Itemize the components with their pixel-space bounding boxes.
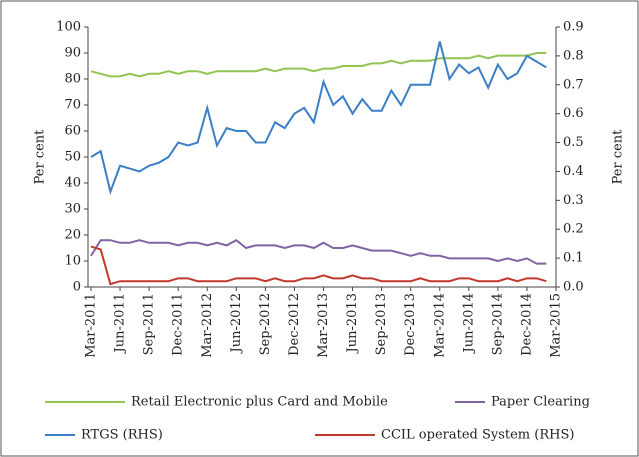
y-tick-label: 20 [64,228,81,243]
y-tick-label: 80 [64,72,81,87]
x-tick-label: Jun-2014 [461,293,476,354]
legend-label: CCIL operated System (RHS) [381,428,574,443]
y2-tick-label: 0.4 [563,164,584,179]
y-tick-label: 0 [73,280,81,295]
x-tick-label: Sep-2013 [374,293,389,355]
x-tick-label: Jun-2013 [345,293,360,354]
y2-tick-label: 0.3 [563,193,584,208]
x-tick-label: Jun-2011 [113,293,128,354]
y2-tick-label: 0.9 [563,20,584,35]
x-tick-label: Dec-2013 [403,293,418,356]
y2-tick-label: 0.5 [563,135,584,150]
x-tick-label: Sep-2012 [258,293,273,355]
y-tick-label: 70 [64,98,81,113]
y2-tick-label: 0.7 [563,77,584,92]
x-tick-label: Dec-2011 [171,293,186,356]
x-tick-label: Dec-2014 [519,293,534,356]
y-tick-label: 10 [64,254,81,269]
x-tick-label: Sep-2014 [490,293,505,355]
x-tick-label: Mar-2014 [432,293,447,358]
x-tick-label: Sep-2011 [142,293,157,355]
series-line [90,245,547,286]
y2-tick-label: 0.1 [563,251,584,266]
y-tick-label: 40 [64,176,81,191]
y-axis-label: Per cent [33,129,48,185]
y2-tick-label: 0.2 [563,222,584,237]
x-tick-label: Mar-2012 [200,293,215,358]
legend-label: Paper Clearing [491,395,590,410]
y-tick-label: 50 [64,150,81,165]
series-line [90,41,547,196]
y2-tick-label: 0.8 [563,48,584,63]
x-tick-label: Mar-2011 [84,293,99,358]
y-tick-label: 30 [64,202,81,217]
y-tick-label: 100 [56,20,81,35]
legend-label: RTGS (RHS) [81,428,163,443]
y2-tick-label: 0.6 [563,106,584,121]
y2-tick-label: 0.0 [563,280,584,295]
y-tick-label: 90 [64,46,81,61]
legend-label: Retail Electronic plus Card and Mobile [131,395,388,410]
series-line [90,52,547,78]
y-tick-label: 60 [64,124,81,139]
x-tick-label: Mar-2013 [316,293,331,358]
x-tick-label: Mar-2015 [549,293,564,358]
y2-axis-label: Per cent [611,129,626,185]
x-tick-label: Jun-2012 [229,293,244,354]
x-tick-label: Dec-2012 [287,293,302,356]
series-line [90,239,547,265]
